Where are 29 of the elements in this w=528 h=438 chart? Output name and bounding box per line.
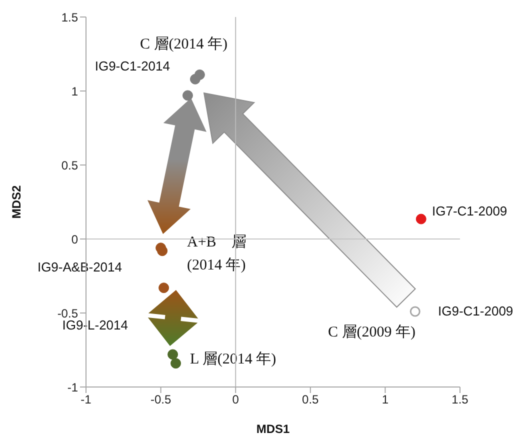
y-axis-title: MDS2 — [9, 185, 24, 219]
annotation: L 層(2014 年) — [190, 350, 276, 368]
y-tick-label: 1.5 — [61, 10, 78, 24]
x-tick-label: 1.5 — [452, 392, 469, 407]
annotation: C 層(2014 年) — [140, 35, 228, 52]
annotation: C 層(2009 年) — [328, 323, 416, 340]
x-axis-title: MDS1 — [256, 422, 290, 436]
x-tick-label: -0.5 — [150, 392, 172, 407]
point — [170, 358, 182, 369]
x-tick-label: 0.5 — [302, 392, 320, 407]
annotation: IG7-C1-2009 — [432, 203, 508, 218]
y-tick-label: 0 — [71, 232, 78, 246]
point — [158, 282, 170, 294]
annotation: (2014 年) — [187, 256, 246, 274]
annotation: IG9-A&B-2014 — [37, 259, 122, 274]
point — [416, 214, 426, 224]
y-tick-label: -1 — [67, 380, 78, 394]
x-tick-label: -1 — [80, 392, 92, 407]
point — [190, 74, 200, 84]
point — [168, 349, 178, 360]
point — [156, 242, 166, 254]
y-tick-label: 1 — [71, 84, 78, 98]
point — [410, 306, 420, 317]
annotation: IG9-C1-2009 — [438, 303, 514, 318]
y-tick-label: 0.5 — [61, 158, 78, 172]
x-tick-label: 0 — [232, 392, 240, 407]
point — [182, 90, 193, 101]
x-tick-label: 1 — [382, 392, 389, 407]
annotation: IG9-C1-2014 — [94, 58, 170, 74]
